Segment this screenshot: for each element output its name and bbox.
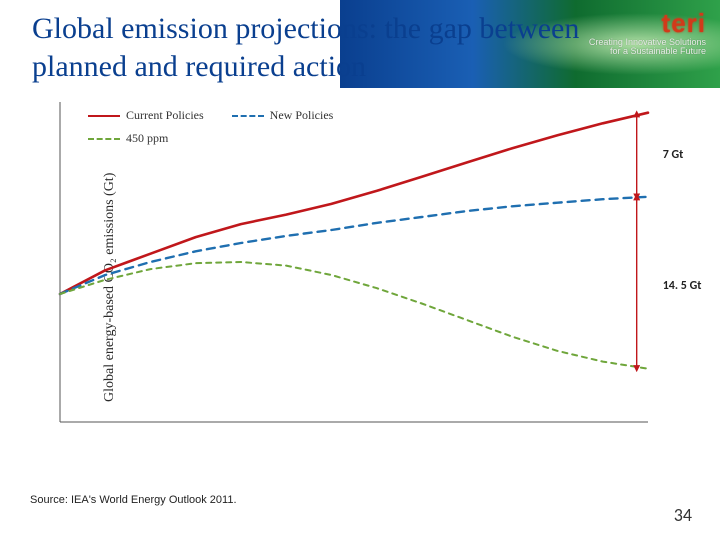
legend: Current Policies New Policies 450 ppm <box>88 108 333 154</box>
legend-swatch <box>88 138 120 140</box>
page-title: Global emission projections: the gap bet… <box>32 10 592 85</box>
legend-label: New Policies <box>270 108 334 123</box>
gap-label: 14. 5 Gt <box>663 279 702 293</box>
legend-swatch <box>232 115 264 117</box>
legend-label: Current Policies <box>126 108 204 123</box>
logo-text: teri <box>589 8 706 39</box>
legend-item: 450 ppm <box>88 131 168 146</box>
logo: teri Creating Innovative Solutions for a… <box>589 8 706 57</box>
series-450-ppm <box>60 262 648 369</box>
legend-swatch <box>88 115 120 117</box>
source-note: Source: IEA's World Energy Outlook 2011. <box>30 494 237 506</box>
legend-item: New Policies <box>232 108 334 123</box>
slide-number: 34 <box>674 504 692 526</box>
gap-label: 7 Gt <box>663 148 684 162</box>
legend-label: 450 ppm <box>126 131 168 146</box>
legend-item: Current Policies <box>88 108 204 123</box>
series-new-policies <box>60 197 648 294</box>
